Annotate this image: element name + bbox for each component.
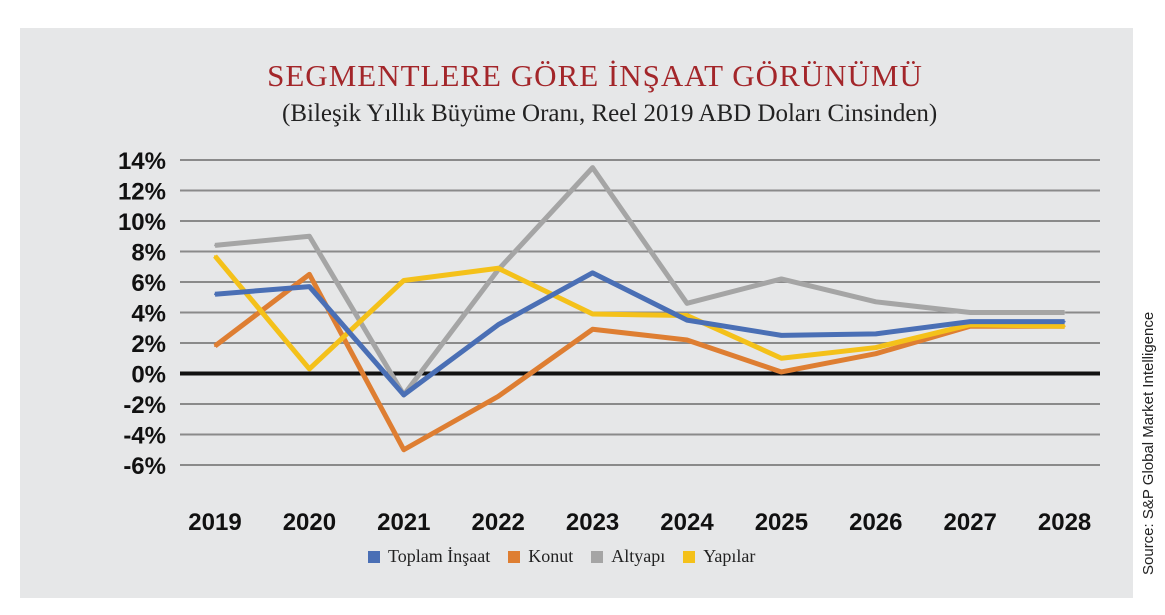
data-point [1063,325,1066,328]
series-line [213,271,1065,453]
data-point [402,448,405,451]
legend-item: Altyapı [591,546,665,567]
data-point [969,311,972,314]
legend-label: Altyapı [611,546,666,566]
y-tick-label: 12% [118,179,166,206]
data-point [591,271,594,274]
y-tick-label: -4% [123,423,166,450]
data-point [402,279,405,282]
y-tick-label: 4% [131,301,166,328]
x-tick-label: 2028 [1038,509,1091,536]
x-tick-label: 2023 [566,509,619,536]
legend-label: Konut [528,546,574,566]
y-tick-label: -2% [123,392,166,419]
data-point [686,314,688,317]
legend-swatch [508,550,521,563]
data-point [214,293,216,296]
chart-subtitle: (Bileşik Yıllık Büyüme Oranı, Reel 2019 … [282,100,938,127]
data-point [780,370,783,373]
data-point [497,395,500,398]
data-point [780,277,783,280]
y-tick-label: 14% [118,148,166,175]
data-point [780,334,783,337]
data-point [686,302,688,305]
legend-swatch [591,550,604,563]
chart-title: SEGMENTLERE GÖRE İNŞAAT GÖRÜNÜMÜ [267,58,923,93]
legend-item: Konut [508,546,573,567]
data-point [591,166,594,169]
data-point [1063,311,1066,314]
data-point [402,393,405,396]
legend-item: Yapılar [683,546,755,567]
y-tick-label: 10% [118,209,166,236]
data-point [874,300,877,303]
data-point [1063,320,1066,323]
x-tick-label: 2025 [755,509,808,536]
data-point [591,328,594,331]
legend: Toplam İnşaat Konut Altyapı Yapılar [368,546,755,567]
data-point [874,352,877,355]
legend-swatch [683,550,696,563]
legend-label: Toplam İnşaat [388,546,491,566]
data-point [497,323,500,326]
x-tick-label: 2024 [660,509,714,536]
data-point [214,255,216,258]
series-line [213,254,1065,372]
data-point [214,345,216,348]
x-tick-label: 2020 [283,509,336,536]
y-tick-label: 6% [131,270,166,297]
data-point [874,332,877,335]
y-tick-label: 2% [131,331,166,358]
x-tick-label: 2027 [944,509,997,536]
data-point [969,320,972,323]
data-point [497,267,500,270]
legend-label: Yapılar [703,546,756,566]
series-line [214,270,1065,398]
source-note: Source: S&P Global Market Intelligence [1140,311,1157,575]
y-tick-label: 0% [131,362,166,389]
series-line [214,165,1065,398]
x-tick-label: 2026 [849,509,902,536]
legend-item: Toplam İnşaat [368,546,490,567]
y-tick-label: 8% [131,240,166,267]
data-point [214,244,216,247]
legend-swatch [368,550,380,563]
data-point [686,319,688,322]
x-tick-label: 2022 [472,509,525,536]
data-point [308,235,311,238]
y-tick-label: -6% [123,453,166,480]
data-point [780,357,783,360]
x-tick-label: 2021 [377,509,430,536]
x-tick-label: 2019 [188,509,241,536]
data-point [591,313,594,316]
data-point [308,285,311,288]
data-point [308,367,311,370]
data-point [686,338,688,341]
data-point [308,273,311,276]
data-point [874,346,877,349]
